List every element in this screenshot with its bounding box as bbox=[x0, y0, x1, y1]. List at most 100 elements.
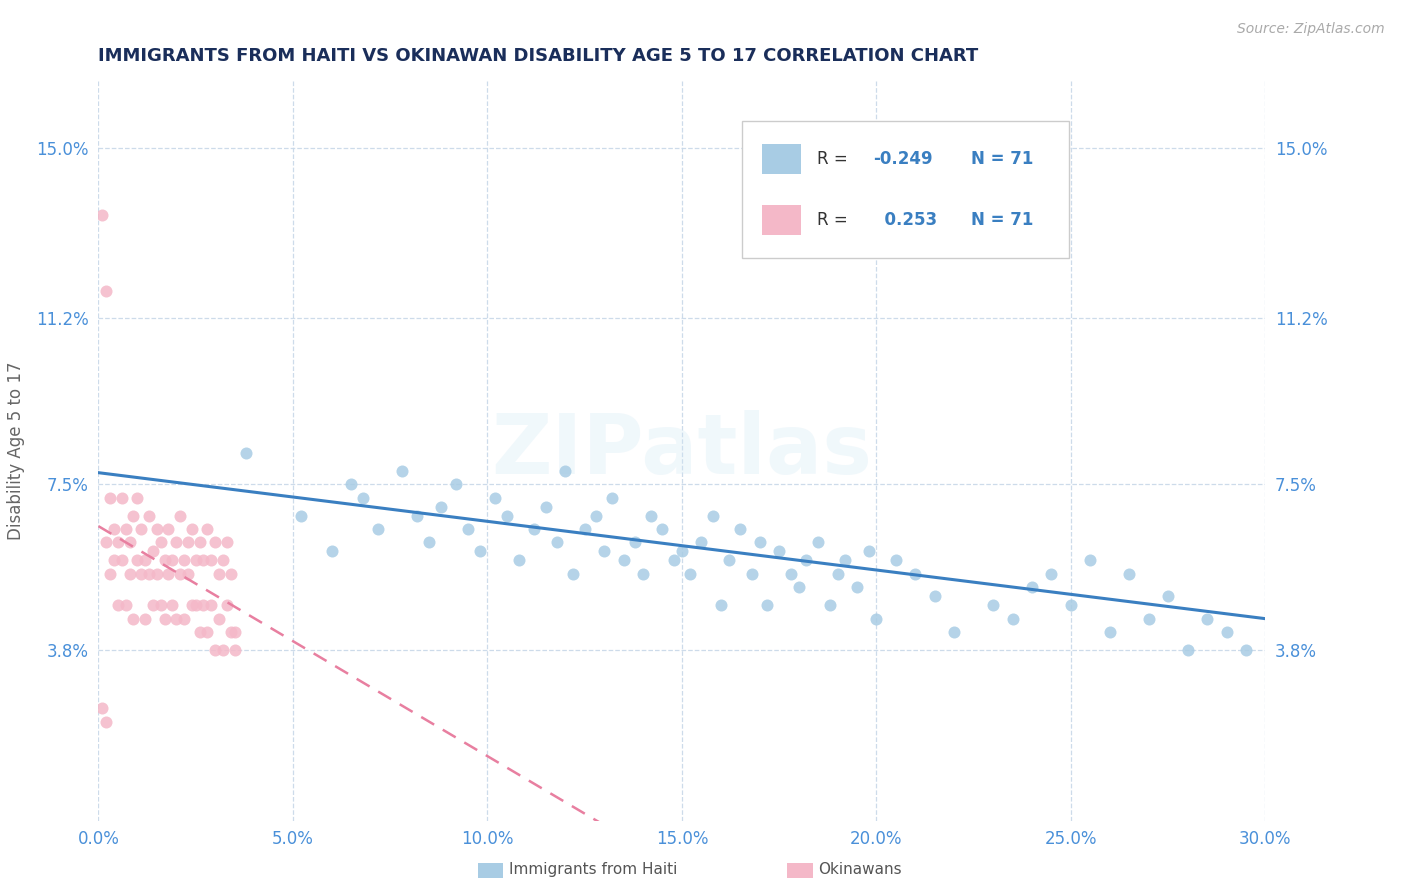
Point bbox=[195, 522, 218, 536]
Point bbox=[215, 535, 238, 549]
Point bbox=[111, 491, 134, 505]
Point bbox=[127, 553, 149, 567]
Point bbox=[1021, 580, 1043, 594]
Point bbox=[418, 535, 440, 549]
Point bbox=[748, 535, 770, 549]
Point bbox=[834, 553, 856, 567]
Point bbox=[118, 535, 141, 549]
Point bbox=[391, 464, 413, 478]
Point bbox=[103, 553, 125, 567]
Point bbox=[162, 599, 184, 613]
Point bbox=[671, 544, 693, 558]
Point bbox=[149, 599, 172, 613]
Point bbox=[662, 553, 685, 567]
Point bbox=[1001, 612, 1024, 626]
Point bbox=[129, 566, 152, 581]
Point bbox=[224, 643, 246, 657]
Point bbox=[534, 500, 557, 514]
Point bbox=[177, 566, 200, 581]
Point bbox=[91, 701, 114, 715]
Point bbox=[1195, 612, 1218, 626]
Point bbox=[219, 566, 242, 581]
Point bbox=[184, 553, 207, 567]
Point bbox=[768, 544, 790, 558]
Point bbox=[153, 612, 176, 626]
Point bbox=[574, 522, 596, 536]
Point bbox=[624, 535, 647, 549]
Point bbox=[290, 508, 312, 523]
Point bbox=[200, 599, 222, 613]
Point bbox=[180, 599, 202, 613]
Text: R =: R = bbox=[817, 150, 848, 169]
Point bbox=[508, 553, 530, 567]
Point bbox=[1157, 589, 1180, 603]
Point bbox=[103, 522, 125, 536]
Point bbox=[173, 553, 195, 567]
Point bbox=[846, 580, 869, 594]
Point bbox=[138, 508, 160, 523]
Point bbox=[593, 544, 616, 558]
Point bbox=[219, 625, 242, 640]
Point bbox=[96, 535, 118, 549]
Point bbox=[367, 522, 389, 536]
Point bbox=[149, 535, 172, 549]
Point bbox=[134, 612, 156, 626]
Point bbox=[193, 599, 215, 613]
Point bbox=[200, 553, 222, 567]
Point bbox=[429, 500, 451, 514]
Point bbox=[208, 566, 231, 581]
Point bbox=[406, 508, 429, 523]
Point bbox=[1060, 599, 1083, 613]
Point bbox=[484, 491, 506, 505]
Text: 0.253: 0.253 bbox=[873, 211, 938, 228]
Point bbox=[157, 566, 180, 581]
Point bbox=[865, 612, 887, 626]
Point bbox=[818, 599, 841, 613]
Point bbox=[1234, 643, 1257, 657]
Point bbox=[122, 508, 145, 523]
Text: -0.249: -0.249 bbox=[873, 150, 932, 169]
Point bbox=[188, 535, 211, 549]
Point bbox=[180, 522, 202, 536]
Point bbox=[114, 522, 136, 536]
Point bbox=[204, 643, 226, 657]
Point bbox=[981, 599, 1004, 613]
Text: IMMIGRANTS FROM HAITI VS OKINAWAN DISABILITY AGE 5 TO 17 CORRELATION CHART: IMMIGRANTS FROM HAITI VS OKINAWAN DISABI… bbox=[98, 47, 979, 65]
Point bbox=[730, 522, 752, 536]
Point bbox=[924, 589, 946, 603]
Point bbox=[562, 566, 585, 581]
Point bbox=[107, 599, 129, 613]
Point bbox=[165, 612, 187, 626]
Point bbox=[96, 714, 118, 729]
Point bbox=[122, 612, 145, 626]
Point bbox=[340, 477, 363, 491]
Point bbox=[96, 284, 118, 298]
Y-axis label: Disability Age 5 to 17: Disability Age 5 to 17 bbox=[7, 361, 25, 540]
Point bbox=[169, 566, 191, 581]
Text: ZIPatlas: ZIPatlas bbox=[492, 410, 872, 491]
Text: N = 71: N = 71 bbox=[972, 211, 1033, 228]
Point bbox=[651, 522, 673, 536]
Point bbox=[1118, 566, 1140, 581]
Point bbox=[235, 446, 257, 460]
Point bbox=[212, 643, 235, 657]
Point bbox=[717, 553, 740, 567]
Point bbox=[690, 535, 713, 549]
Point bbox=[177, 535, 200, 549]
Text: Immigrants from Haiti: Immigrants from Haiti bbox=[509, 863, 678, 877]
Point bbox=[496, 508, 519, 523]
Point bbox=[631, 566, 654, 581]
Point bbox=[1137, 612, 1160, 626]
Point bbox=[741, 566, 763, 581]
Point bbox=[215, 599, 238, 613]
Point bbox=[142, 599, 165, 613]
Point bbox=[127, 491, 149, 505]
Point bbox=[1098, 625, 1121, 640]
Point bbox=[146, 522, 169, 536]
Point bbox=[195, 625, 218, 640]
Text: Okinawans: Okinawans bbox=[818, 863, 901, 877]
Point bbox=[943, 625, 966, 640]
Point bbox=[546, 535, 568, 549]
Point bbox=[585, 508, 607, 523]
Point bbox=[114, 599, 136, 613]
